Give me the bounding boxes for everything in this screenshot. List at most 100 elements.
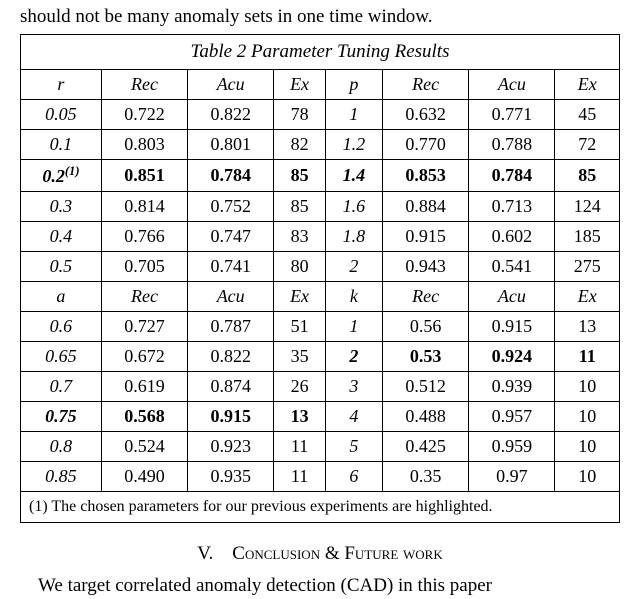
cell-rec2: 0.35	[383, 462, 469, 492]
cell-param: 0.85	[21, 462, 102, 492]
cell-acu2: 0.784	[469, 160, 555, 192]
hdr-a: a	[21, 282, 102, 312]
cell-param2: 1	[325, 100, 382, 130]
table-row: 0.050.7220.8227810.6320.77145	[21, 100, 620, 130]
cell-acu: 0.787	[188, 312, 274, 342]
cell-param: 0.7	[21, 372, 102, 402]
table-row: 0.10.8030.801821.20.7700.78872	[21, 130, 620, 160]
table-row: 0.50.7050.7418020.9430.541275	[21, 252, 620, 282]
cell-param: 0.75	[21, 402, 102, 432]
table-row: 0.60.7270.7875110.560.91513	[21, 312, 620, 342]
cell-rec: 0.619	[101, 372, 187, 402]
cell-acu2: 0.957	[469, 402, 555, 432]
cell-param: 0.65	[21, 342, 102, 372]
cell-param2: 1.6	[325, 192, 382, 222]
cell-rec2: 0.943	[383, 252, 469, 282]
cell-acu2: 0.924	[469, 342, 555, 372]
cell-ex2: 72	[555, 130, 620, 160]
cell-acu2: 0.713	[469, 192, 555, 222]
cell-rec2: 0.770	[383, 130, 469, 160]
cell-ex2: 85	[555, 160, 620, 192]
cell-ex2: 275	[555, 252, 620, 282]
cell-ex: 11	[274, 462, 326, 492]
cell-rec2: 0.53	[383, 342, 469, 372]
cell-acu: 0.784	[188, 160, 274, 192]
table-title: Table 2 Parameter Tuning Results	[21, 35, 620, 70]
cell-ex2: 10	[555, 372, 620, 402]
fragment-bottom: We target correlated anomaly detection (…	[20, 575, 620, 599]
hdr-ex: Ex	[274, 282, 326, 312]
cell-rec: 0.490	[101, 462, 187, 492]
hdr-ex2: Ex	[555, 282, 620, 312]
cell-param: 0.2(1)	[21, 160, 102, 192]
fragment-top: should not be many anomaly sets in one t…	[20, 0, 620, 34]
cell-ex: 83	[274, 222, 326, 252]
cell-ex: 51	[274, 312, 326, 342]
cell-ex: 80	[274, 252, 326, 282]
cell-ex: 82	[274, 130, 326, 160]
cell-ex2: 45	[555, 100, 620, 130]
cell-param2: 4	[325, 402, 382, 432]
cell-ex2: 124	[555, 192, 620, 222]
cell-rec: 0.803	[101, 130, 187, 160]
cell-acu: 0.822	[188, 342, 274, 372]
cell-rec: 0.705	[101, 252, 187, 282]
cell-acu2: 0.97	[469, 462, 555, 492]
cell-param: 0.1	[21, 130, 102, 160]
cell-param2: 1.4	[325, 160, 382, 192]
cell-acu: 0.741	[188, 252, 274, 282]
cell-rec: 0.814	[101, 192, 187, 222]
cell-acu2: 0.959	[469, 432, 555, 462]
cell-rec: 0.851	[101, 160, 187, 192]
cell-rec2: 0.425	[383, 432, 469, 462]
cell-acu: 0.752	[188, 192, 274, 222]
cell-param2: 6	[325, 462, 382, 492]
cell-rec: 0.727	[101, 312, 187, 342]
cell-ex: 13	[274, 402, 326, 432]
hdr-rec: Rec	[101, 70, 187, 100]
cell-param: 0.4	[21, 222, 102, 252]
cell-rec: 0.722	[101, 100, 187, 130]
cell-acu2: 0.602	[469, 222, 555, 252]
cell-ex: 85	[274, 192, 326, 222]
cell-rec2: 0.512	[383, 372, 469, 402]
cell-ex: 11	[274, 432, 326, 462]
cell-acu2: 0.915	[469, 312, 555, 342]
hdr-rec2: Rec	[383, 70, 469, 100]
cell-param: 0.6	[21, 312, 102, 342]
cell-param: 0.3	[21, 192, 102, 222]
cell-param2: 2	[325, 342, 382, 372]
hdr-rec2: Rec	[383, 282, 469, 312]
table-row: 0.2(1)0.8510.784851.40.8530.78485	[21, 160, 620, 192]
cell-param2: 2	[325, 252, 382, 282]
cell-param2: 3	[325, 372, 382, 402]
cell-acu2: 0.541	[469, 252, 555, 282]
parameter-table: Table 2 Parameter Tuning Results r Rec A…	[20, 34, 620, 523]
cell-ex: 85	[274, 160, 326, 192]
cell-ex: 35	[274, 342, 326, 372]
cell-param2: 5	[325, 432, 382, 462]
hdr-acu2: Acu	[469, 70, 555, 100]
cell-param2: 1	[325, 312, 382, 342]
cell-rec: 0.672	[101, 342, 187, 372]
cell-rec2: 0.853	[383, 160, 469, 192]
cell-param: 0.5	[21, 252, 102, 282]
cell-rec2: 0.56	[383, 312, 469, 342]
cell-acu: 0.915	[188, 402, 274, 432]
cell-ex2: 10	[555, 462, 620, 492]
cell-ex: 78	[274, 100, 326, 130]
table-row: 0.40.7660.747831.80.9150.602185	[21, 222, 620, 252]
cell-ex2: 11	[555, 342, 620, 372]
cell-acu2: 0.771	[469, 100, 555, 130]
table-row: 0.850.4900.9351160.350.9710	[21, 462, 620, 492]
cell-rec: 0.766	[101, 222, 187, 252]
hdr-p: p	[325, 70, 382, 100]
hdr-k: k	[325, 282, 382, 312]
cell-ex2: 13	[555, 312, 620, 342]
cell-rec2: 0.884	[383, 192, 469, 222]
hdr-acu2: Acu	[469, 282, 555, 312]
cell-acu: 0.874	[188, 372, 274, 402]
table-row: 0.70.6190.8742630.5120.93910	[21, 372, 620, 402]
cell-acu: 0.822	[188, 100, 274, 130]
cell-acu: 0.923	[188, 432, 274, 462]
